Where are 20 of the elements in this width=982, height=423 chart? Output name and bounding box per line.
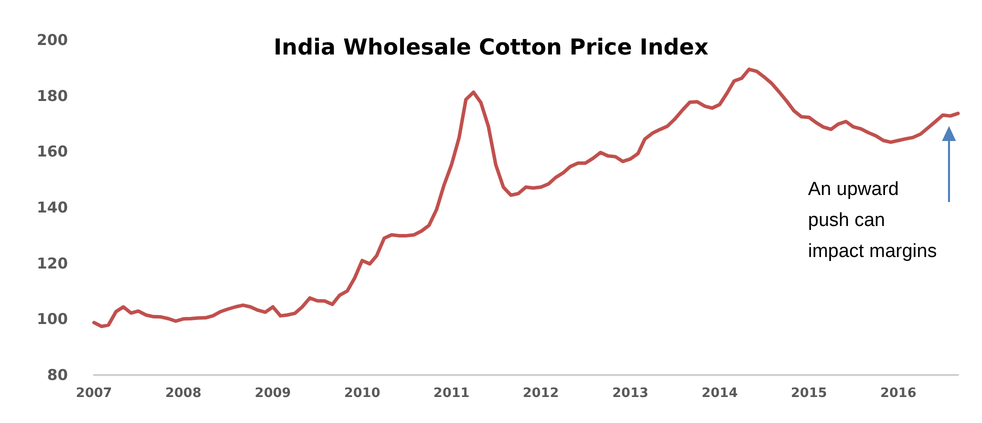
x-tick-label: 2008 (165, 386, 202, 401)
y-tick-label: 200 (36, 31, 68, 49)
y-tick-label: 140 (36, 198, 68, 216)
y-tick-label: 100 (36, 310, 68, 328)
x-tick-label: 2007 (76, 386, 112, 401)
x-tick-label: 2013 (612, 386, 648, 401)
y-tick-label: 160 (36, 142, 68, 161)
chart-title: India Wholesale Cotton Price Index (274, 36, 708, 60)
x-tick-label: 2010 (344, 386, 380, 401)
line-series (92, 68, 960, 328)
x-tick-label: 2011 (433, 386, 470, 401)
x-tick-label: 2016 (880, 386, 916, 401)
x-tick-label: 2014 (702, 386, 738, 401)
y-tick-label: 180 (36, 86, 68, 105)
y-tick-label: 80 (47, 366, 68, 384)
x-tick-label: 2012 (522, 386, 559, 401)
x-tick-label: 2009 (254, 386, 291, 401)
x-tick-label: 2015 (790, 386, 828, 401)
annotation: An upward push can impact margins (808, 179, 937, 262)
y-tick-label: 120 (36, 254, 68, 272)
